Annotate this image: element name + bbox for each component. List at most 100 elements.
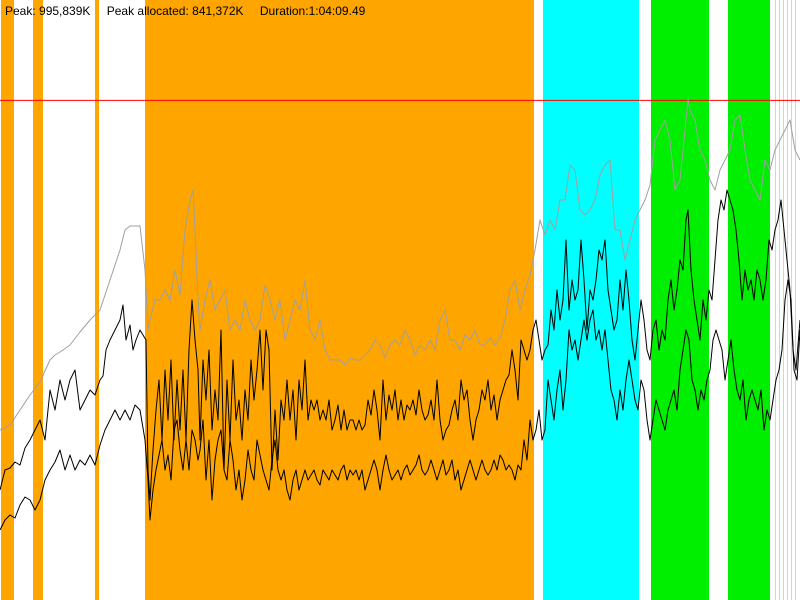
green-band bbox=[681, 0, 683, 600]
orange-band bbox=[246, 0, 248, 600]
green-band bbox=[738, 0, 740, 600]
orange-band bbox=[400, 0, 402, 600]
orange-band bbox=[356, 0, 358, 600]
green-band bbox=[768, 0, 770, 600]
green-band bbox=[651, 0, 653, 600]
orange-band bbox=[278, 0, 280, 600]
orange-band bbox=[222, 0, 224, 600]
green-band bbox=[671, 0, 673, 600]
cyan-band bbox=[619, 0, 621, 600]
cyan-band bbox=[591, 0, 593, 600]
green-band bbox=[685, 0, 687, 600]
orange-band bbox=[183, 0, 185, 600]
orange-band bbox=[364, 0, 366, 600]
cyan-band bbox=[595, 0, 597, 600]
orange-band bbox=[322, 0, 324, 600]
orange-band bbox=[474, 0, 476, 600]
orange-band bbox=[394, 0, 396, 600]
orange-band bbox=[476, 0, 478, 600]
orange-band bbox=[260, 0, 262, 600]
orange-band bbox=[328, 0, 330, 600]
green-band bbox=[742, 0, 744, 600]
orange-band bbox=[372, 0, 374, 600]
cyan-band bbox=[613, 0, 615, 600]
orange-band bbox=[494, 0, 496, 600]
cyan-band bbox=[559, 0, 561, 600]
orange-band bbox=[440, 0, 442, 600]
orange-band bbox=[450, 0, 452, 600]
orange-band bbox=[480, 0, 482, 600]
orange-band bbox=[380, 0, 382, 600]
cyan-band bbox=[603, 0, 605, 600]
orange-band bbox=[220, 0, 222, 600]
orange-band bbox=[530, 0, 532, 600]
orange-band bbox=[406, 0, 408, 600]
orange-band bbox=[378, 0, 380, 600]
orange-band bbox=[200, 0, 202, 600]
orange-band bbox=[402, 0, 404, 600]
orange-band bbox=[428, 0, 430, 600]
cyan-band bbox=[575, 0, 577, 600]
orange-band bbox=[250, 0, 252, 600]
orange-band bbox=[390, 0, 392, 600]
orange-band bbox=[334, 0, 336, 600]
green-band bbox=[730, 0, 732, 600]
orange-band bbox=[202, 0, 204, 600]
orange-band bbox=[354, 0, 356, 600]
orange-band bbox=[206, 0, 208, 600]
orange-band bbox=[296, 0, 298, 600]
green-band bbox=[746, 0, 748, 600]
orange-band bbox=[502, 0, 504, 600]
orange-band bbox=[234, 0, 236, 600]
orange-band bbox=[214, 0, 216, 600]
orange-band bbox=[448, 0, 450, 600]
orange-band bbox=[350, 0, 352, 600]
orange-band bbox=[179, 0, 181, 600]
orange-band bbox=[384, 0, 386, 600]
orange-band bbox=[284, 0, 286, 600]
orange-band bbox=[500, 0, 502, 600]
green-band bbox=[689, 0, 691, 600]
orange-band bbox=[518, 0, 520, 600]
orange-band bbox=[226, 0, 228, 600]
orange-band bbox=[526, 0, 528, 600]
orange-band bbox=[210, 0, 212, 600]
orange-band bbox=[195, 0, 197, 600]
orange-band bbox=[498, 0, 500, 600]
orange-band bbox=[302, 0, 304, 600]
orange-band bbox=[418, 0, 420, 600]
orange-band bbox=[496, 0, 498, 600]
orange-band bbox=[326, 0, 328, 600]
cyan-band bbox=[551, 0, 553, 600]
orange-band bbox=[238, 0, 240, 600]
green-band bbox=[665, 0, 667, 600]
orange-band bbox=[258, 0, 260, 600]
orange-band bbox=[408, 0, 410, 600]
cyan-band bbox=[605, 0, 607, 600]
orange-band bbox=[436, 0, 438, 600]
cyan-band bbox=[561, 0, 563, 600]
cyan-band bbox=[581, 0, 583, 600]
orange-band bbox=[270, 0, 272, 600]
orange-band bbox=[171, 0, 173, 600]
orange-band bbox=[286, 0, 288, 600]
orange-band bbox=[300, 0, 302, 600]
green-band bbox=[740, 0, 742, 600]
green-band bbox=[679, 0, 681, 600]
cyan-band bbox=[593, 0, 595, 600]
orange-band bbox=[376, 0, 378, 600]
orange-band bbox=[462, 0, 464, 600]
orange-band bbox=[175, 0, 177, 600]
green-band bbox=[750, 0, 752, 600]
orange-band bbox=[472, 0, 474, 600]
cyan-band bbox=[601, 0, 603, 600]
orange-band bbox=[524, 0, 526, 600]
orange-band bbox=[460, 0, 462, 600]
orange-band bbox=[432, 0, 434, 600]
orange-band bbox=[420, 0, 422, 600]
pink-band bbox=[795, 0, 796, 600]
orange-band bbox=[342, 0, 344, 600]
orange-band bbox=[167, 0, 169, 600]
orange-band bbox=[193, 0, 195, 600]
